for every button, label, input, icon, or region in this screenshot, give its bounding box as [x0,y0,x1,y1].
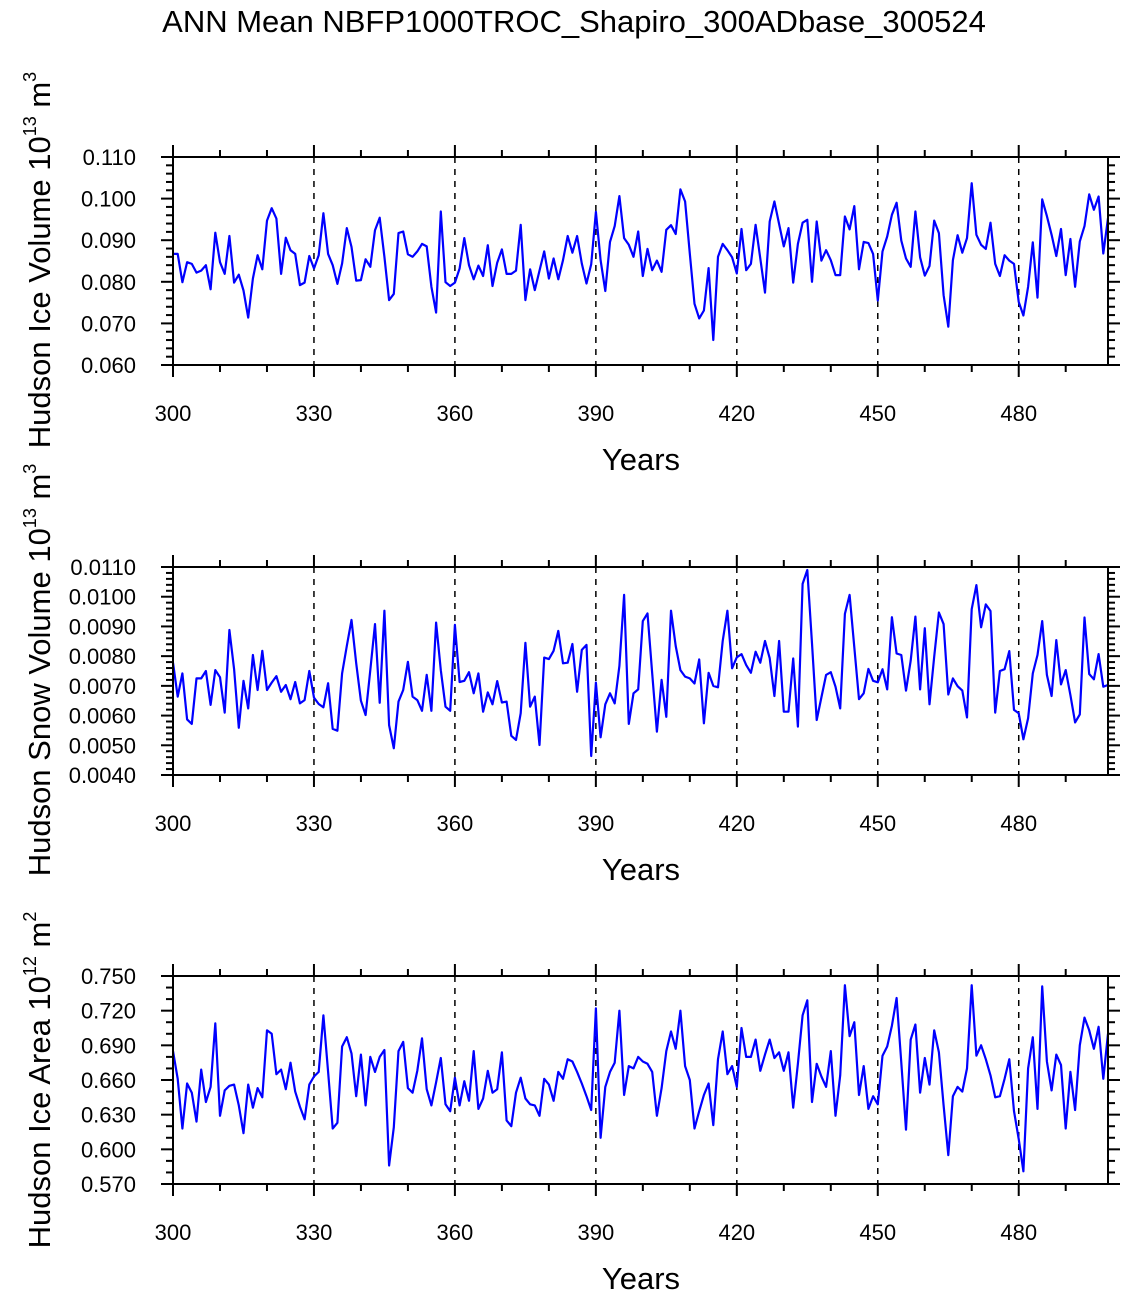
x-tick-label: 330 [296,811,333,836]
y-tick-label: 0.0070 [69,674,136,699]
y-tick-label: 0.0050 [69,733,136,758]
x-tick-label: 420 [718,1220,755,1245]
x-tick-label: 480 [1000,1220,1037,1245]
y-tick-label: 0.630 [81,1103,136,1128]
plot-frame [172,975,1109,1185]
y-tick-label: 0.0110 [70,555,136,580]
panel-2: 300 330 360 390 420 450 480 Years 0.0040 0.0050 0.… [20,464,1120,887]
y-tick-label: 0.110 [83,145,136,170]
x-tick-label: 330 [296,1220,333,1245]
plot-frame [172,566,1109,776]
plot-frame [172,156,1109,366]
data-series-line [171,568,1109,758]
x-tick-label: 390 [578,1220,615,1245]
y-label-exponent: 13 [20,116,40,136]
x-tick-label: 360 [437,401,474,426]
y-label-text: Hudson Ice Volume 10 [22,136,57,448]
x-tick-label: 450 [859,401,896,426]
y-tick-label: 0.100 [81,187,136,212]
y-tick-label: 0.080 [81,270,136,295]
x-tick-label: 390 [578,811,615,836]
x-tick-label: 480 [1000,811,1037,836]
y-tick-label: 0.690 [81,1033,136,1058]
y-label-unit: m [22,474,57,508]
data-series-line [173,182,1110,342]
x-tick-label: 360 [437,1220,474,1245]
y-tick-label: 0.0080 [69,644,136,669]
x-tick-label: 480 [1000,401,1037,426]
x-tick-label: 330 [296,401,333,426]
y-tick-label: 0.060 [81,353,136,378]
x-tick-label: 420 [718,811,755,836]
y-label-exponent: 12 [20,956,40,976]
x-axis-label: Years [602,442,680,477]
y-label-unit-exponent: 2 [20,912,40,922]
x-axis-label: Years [602,852,680,887]
x-tick-label: 450 [859,1220,896,1245]
y-tick-label: 0.070 [81,311,136,336]
x-tick-label: 300 [155,401,192,426]
x-tick-label: 300 [155,811,192,836]
x-axis-label: Years [602,1261,680,1295]
y-tick-label: 0.0040 [69,763,136,788]
x-tick-label: 420 [718,401,755,426]
y-label-text: Hudson Snow Volume 10 [22,528,57,876]
y-label-unit-exponent: 3 [20,72,40,82]
x-tick-label: 390 [578,401,615,426]
y-label-unit-exponent: 3 [20,464,40,474]
y-axis-label: Hudson Snow Volume 1013 m3 [20,464,57,877]
y-tick-label: 0.600 [81,1137,136,1162]
y-tick-label: 0.720 [81,999,136,1024]
panel-3: 300 330 360 390 420 450 480 Years 0.570 0.600 0.63… [20,912,1120,1295]
y-label-exponent: 13 [20,508,40,528]
y-tick-label: 0.660 [81,1068,136,1093]
x-tick-label: 450 [859,811,896,836]
y-tick-label: 0.750 [81,964,136,989]
y-tick-label: 0.570 [81,1172,136,1197]
x-tick-label: 300 [155,1220,192,1245]
y-tick-label: 0.0090 [69,614,136,639]
panel-1: 300 330 360 390 420 450 480 Years 0.060 0.070 0.08… [20,72,1120,477]
y-label-unit: m [22,922,57,956]
y-label-unit: m [22,82,57,116]
y-axis-label: Hudson Ice Volume 1013 m3 [20,72,57,448]
y-axis-label: Hudson Ice Area 1012 m2 [20,912,57,1249]
y-tick-label: 0.090 [81,228,136,253]
y-tick-label: 0.0100 [69,585,136,610]
y-tick-label: 0.0060 [69,704,136,729]
data-series-line [171,984,1110,1173]
panels: 300 330 360 390 420 450 480 Years 0.060 0.070 0.08… [20,72,1120,1295]
y-label-text: Hudson Ice Area 10 [22,976,57,1248]
x-tick-label: 360 [437,811,474,836]
figure-title: ANN Mean NBFP1000TROC_Shapiro_300ADbase_… [162,4,986,39]
